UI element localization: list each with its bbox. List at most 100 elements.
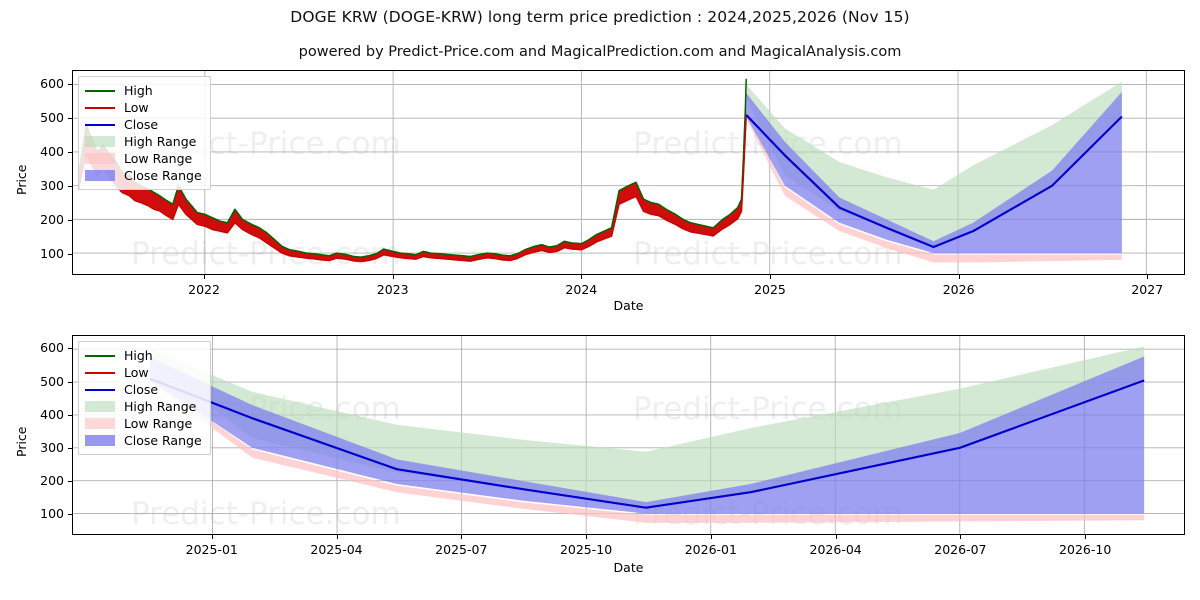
legend-item-high-range: High Range xyxy=(85,398,202,415)
legend-label: Low Range xyxy=(124,416,193,431)
page-title: DOGE KRW (DOGE-KRW) long term price pred… xyxy=(290,8,910,26)
y-tick-label: 600 xyxy=(40,75,64,91)
x-tick-mark xyxy=(835,535,837,539)
y-tick-mark xyxy=(68,83,72,85)
x-tick-mark xyxy=(211,535,213,539)
y-tick-mark xyxy=(68,447,72,449)
x-tick-mark xyxy=(710,535,712,539)
legend-label: Close Range xyxy=(124,168,202,183)
x-tick-label: 2027 xyxy=(1131,282,1164,297)
x-tick-label: 2026 xyxy=(942,282,975,297)
legend-swatch-close-range xyxy=(85,169,115,182)
y-tick-label: 100 xyxy=(40,245,64,261)
legend-label: High xyxy=(124,348,153,363)
legend-item-high-range: High Range xyxy=(85,133,202,150)
y-tick-mark xyxy=(68,117,72,119)
y-tick-label: 500 xyxy=(40,109,64,125)
legend-item-close: Close xyxy=(85,381,202,398)
y-tick-label: 200 xyxy=(40,211,64,227)
x-tick-label: 2025-01 xyxy=(185,542,238,557)
legend-swatch-high-range xyxy=(85,400,115,413)
legend-label: Close xyxy=(124,117,159,132)
y-tick-mark xyxy=(68,151,72,153)
legend-swatch-high-range xyxy=(85,135,115,148)
legend-item-low: Low xyxy=(85,364,202,381)
y-tick-mark xyxy=(68,414,72,416)
top-plot-canvas xyxy=(73,71,1184,274)
y-tick-mark xyxy=(68,219,72,221)
y-tick-label: 100 xyxy=(40,506,64,522)
y-tick-mark xyxy=(68,481,72,483)
legend-item-high: High xyxy=(85,347,202,364)
y-tick-label: 300 xyxy=(40,177,64,193)
legend-item-low-range: Low Range xyxy=(85,150,202,167)
x-tick-label: 2026-07 xyxy=(934,542,987,557)
x-tick-label: 2024 xyxy=(565,282,598,297)
y-tick-mark xyxy=(68,253,72,255)
y-tick-mark xyxy=(68,185,72,187)
legend-swatch-close xyxy=(85,118,115,131)
legend-swatch-close-range xyxy=(85,434,115,447)
y-tick-label: 600 xyxy=(40,340,64,356)
y-tick-mark xyxy=(68,514,72,516)
legend-label: High Range xyxy=(124,134,197,149)
bottom-plot-canvas xyxy=(73,336,1184,534)
legend-item-close-range: Close Range xyxy=(85,432,202,449)
x-tick-mark xyxy=(204,275,206,279)
x-tick-mark xyxy=(392,275,394,279)
legend-swatch-low xyxy=(85,101,115,114)
x-tick-label: 2026-10 xyxy=(1059,542,1112,557)
top-plot-frame: Predict-Price.com Predict-Price.com Pred… xyxy=(72,70,1185,275)
legend-swatch-low-range xyxy=(85,417,115,430)
legend-label: Close xyxy=(124,382,159,397)
x-tick-label: 2022 xyxy=(188,282,220,297)
legend-label: Low xyxy=(124,100,149,115)
bottom-chart-panel: Predict-Price.com Predict-Price.com Pred… xyxy=(14,335,1185,575)
x-tick-mark xyxy=(586,535,588,539)
legend-item-low: Low xyxy=(85,99,202,116)
legend-label: High Range xyxy=(124,399,197,414)
legend-label: High xyxy=(124,83,153,98)
legend-item-low-range: Low Range xyxy=(85,415,202,432)
x-tick-label: 2025-04 xyxy=(310,542,363,557)
top-x-axis-label: Date xyxy=(613,298,644,313)
x-tick-mark xyxy=(769,275,771,279)
x-tick-label: 2023 xyxy=(376,282,409,297)
x-tick-mark xyxy=(461,535,463,539)
y-tick-mark xyxy=(68,348,72,350)
legend-swatch-low xyxy=(85,366,115,379)
legend-item-close: Close xyxy=(85,116,202,133)
top-legend: High Low Close High Range Low Range Close Ran… xyxy=(78,76,211,190)
x-tick-mark xyxy=(958,275,960,279)
y-tick-label: 200 xyxy=(40,473,64,489)
x-tick-mark xyxy=(960,535,962,539)
bottom-x-axis-label: Date xyxy=(613,560,644,575)
legend-label: Low Range xyxy=(124,151,193,166)
legend-label: Close Range xyxy=(124,433,202,448)
y-tick-label: 400 xyxy=(40,406,64,422)
legend-swatch-close xyxy=(85,383,115,396)
y-tick-label: 400 xyxy=(40,143,64,159)
legend-label: Low xyxy=(124,365,149,380)
x-tick-label: 2025-10 xyxy=(559,542,613,557)
legend-swatch-high xyxy=(85,349,115,362)
x-tick-label: 2025 xyxy=(754,282,786,297)
legend-swatch-high xyxy=(85,84,115,97)
top-chart-panel: Predict-Price.com Predict-Price.com Pred… xyxy=(14,70,1185,313)
legend-item-high: High xyxy=(85,82,202,99)
x-tick-label: 2026-04 xyxy=(809,542,862,557)
legend-swatch-low-range xyxy=(85,152,115,165)
x-tick-mark xyxy=(581,275,583,279)
y-tick-label: 500 xyxy=(40,373,64,389)
x-tick-mark xyxy=(1085,535,1087,539)
x-tick-label: 2025-07 xyxy=(435,542,488,557)
page-subtitle: powered by Predict-Price.com and Magical… xyxy=(298,44,902,60)
x-tick-mark xyxy=(336,535,338,539)
x-tick-label: 2026-01 xyxy=(684,542,737,557)
x-tick-mark xyxy=(1147,275,1149,279)
bottom-legend: High Low Close High Range Low Range Close Ran… xyxy=(78,341,211,455)
y-tick-mark xyxy=(68,381,72,383)
bottom-plot-frame: Predict-Price.com Predict-Price.com Pred… xyxy=(72,335,1185,535)
y-tick-label: 300 xyxy=(40,439,64,455)
